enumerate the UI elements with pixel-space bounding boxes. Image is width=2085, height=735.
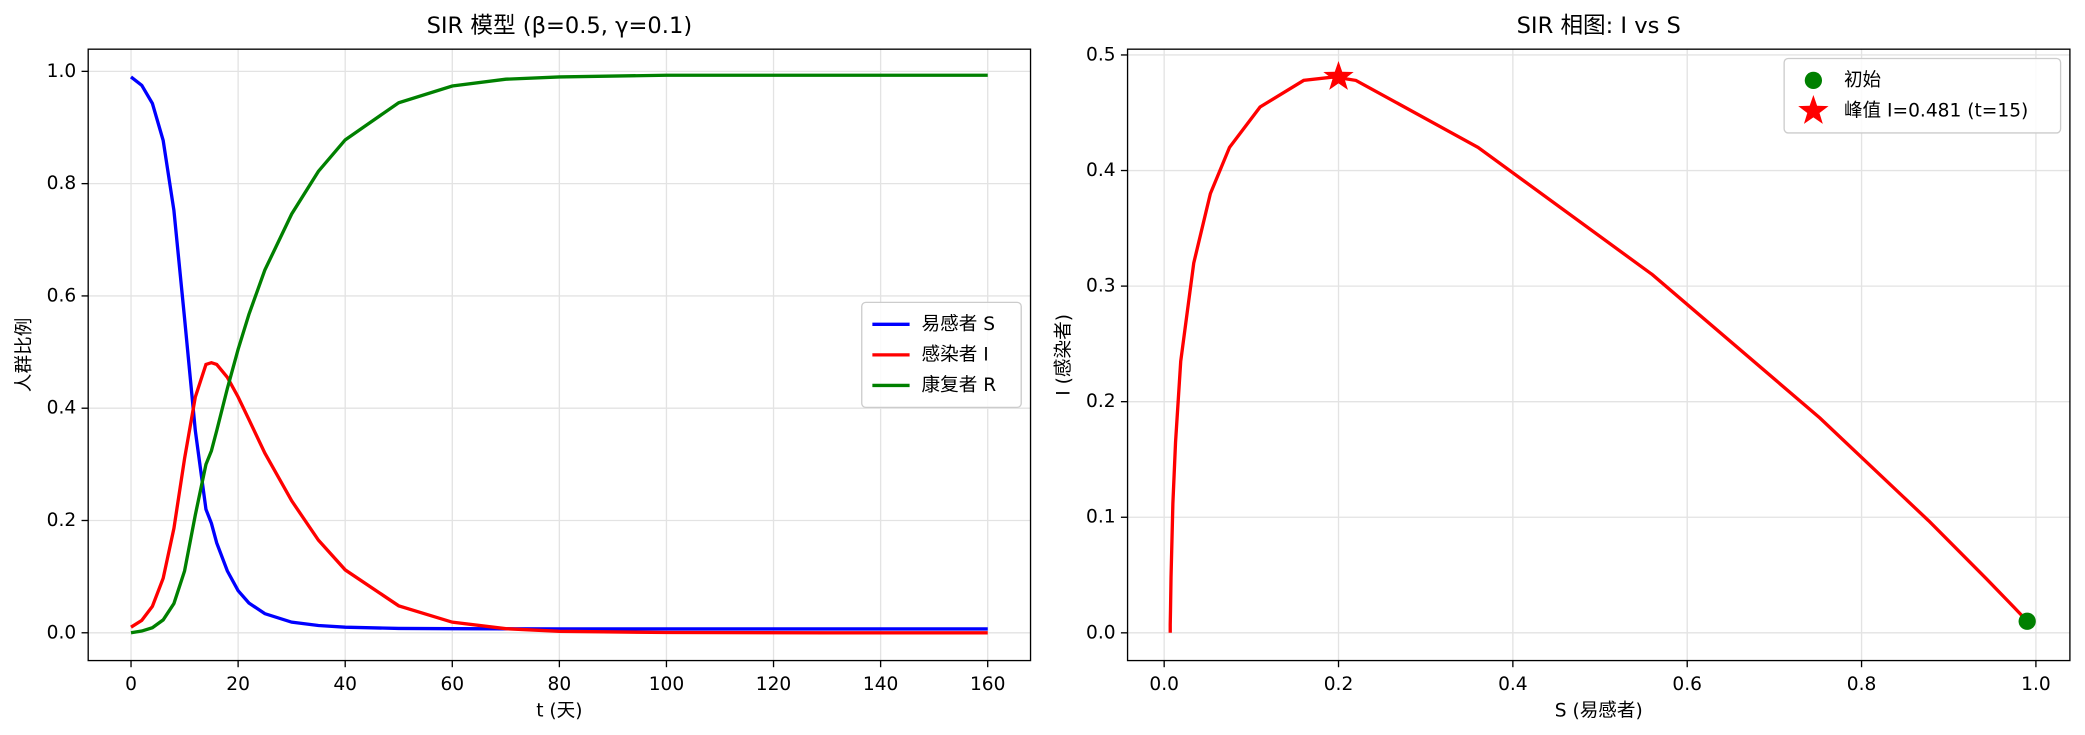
y-tick-label: 0.2 [47,510,77,531]
x-axis-label: S (易感者) [1555,701,1643,722]
y-tick-label: 0.4 [1086,160,1116,181]
y-axis-label: I (感染者) [1053,314,1074,396]
x-tick-label: 120 [756,674,792,695]
legend-label: 康复者 R [922,375,997,396]
plot-frame [1126,48,2071,662]
plot-frame [87,48,1032,662]
series-line [130,73,988,635]
legend-swatch [1798,95,1829,124]
y-tick-label: 0.8 [47,173,77,194]
y-axis-label: 人群比例 [14,318,35,392]
legend-box [861,301,1022,409]
x-tick-label: 1.0 [2021,674,2051,695]
x-tick-label: 0.6 [1672,674,1702,695]
legend-label: 初始 [1844,70,1882,91]
chart-title: SIR 模型 (β=0.5, γ=0.1) [427,13,693,39]
marker-circle [2018,612,2036,630]
x-axis-label: t (天) [536,701,582,722]
y-tick-label: 0.5 [1086,44,1116,65]
y-tick-label: 1.0 [47,61,77,82]
y-tick-label: 0.3 [1086,276,1116,297]
x-tick-label: 0.8 [1847,674,1877,695]
x-tick-label: 80 [548,674,572,695]
y-tick-label: 0.4 [47,398,77,419]
x-tick-label: 0 [125,674,137,695]
x-tick-label: 0.0 [1149,674,1179,695]
y-tick-label: 0.1 [1086,507,1116,528]
phase-line [1168,75,2029,633]
x-tick-label: 0.4 [1498,674,1528,695]
y-tick-label: 0.0 [47,622,77,643]
x-tick-label: 100 [649,674,685,695]
x-tick-label: 160 [970,674,1006,695]
y-tick-label: 0.6 [47,285,77,306]
x-tick-label: 40 [333,674,357,695]
x-tick-label: 60 [440,674,464,695]
legend-label: 易感者 S [922,314,995,335]
chart-title: SIR 相图: I vs S [1517,13,1681,39]
legend-label: 峰值 I=0.481 (t=15) [1844,100,2028,121]
marker-star [1323,61,1354,90]
legend-swatch [1804,71,1823,90]
y-tick-label: 0.0 [1086,622,1116,643]
x-tick-label: 0.2 [1324,674,1354,695]
legend: 易感者 S 感染者 I 康复者 R [861,301,1022,409]
series-line [130,360,988,635]
x-tick-label: 140 [863,674,899,695]
y-tick-label: 0.2 [1086,391,1116,412]
legend-box [1783,57,2062,134]
x-tick-label: 20 [226,674,250,695]
legend-label: 感染者 I [922,344,989,365]
